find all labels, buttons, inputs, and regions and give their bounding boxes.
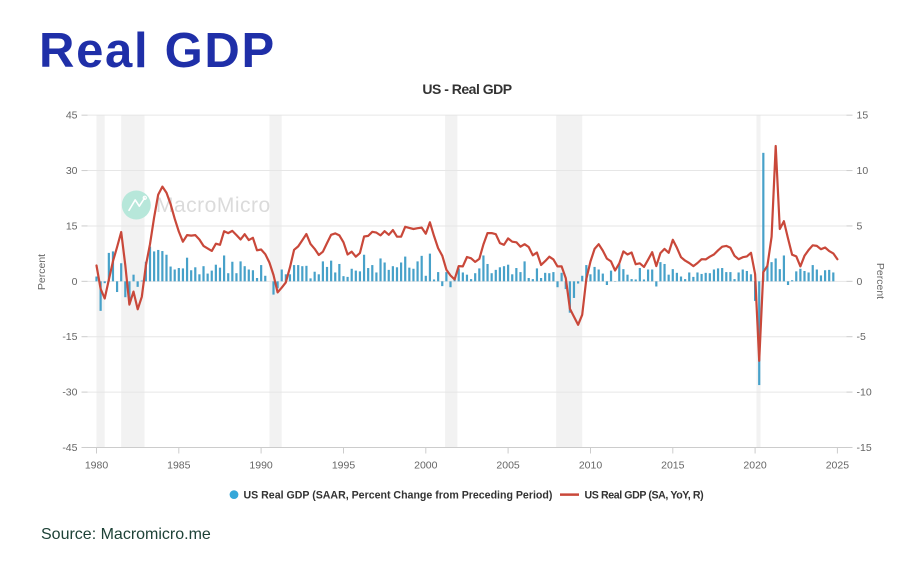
- svg-text:-45: -45: [62, 442, 77, 454]
- svg-text:US - Real GDP: US - Real GDP: [422, 81, 511, 97]
- svg-text:US Real GDP (SAAR, Percent Cha: US Real GDP (SAAR, Percent Change from P…: [244, 490, 553, 502]
- svg-text:2015: 2015: [661, 459, 685, 471]
- svg-text:0: 0: [72, 276, 78, 288]
- svg-text:-10: -10: [857, 387, 872, 399]
- svg-text:2025: 2025: [826, 459, 850, 471]
- svg-text:1990: 1990: [249, 459, 273, 471]
- svg-text:10: 10: [857, 165, 869, 177]
- svg-text:2005: 2005: [496, 459, 520, 471]
- svg-text:2020: 2020: [743, 459, 767, 471]
- svg-text:1985: 1985: [167, 459, 191, 471]
- svg-text:Percent: Percent: [874, 263, 886, 299]
- svg-text:30: 30: [66, 165, 78, 177]
- svg-text:1995: 1995: [332, 459, 356, 471]
- svg-text:15: 15: [66, 220, 78, 232]
- svg-text:MacroMicro: MacroMicro: [156, 194, 271, 217]
- svg-text:2010: 2010: [579, 459, 603, 471]
- svg-text:-15: -15: [857, 442, 872, 454]
- svg-text:15: 15: [857, 110, 869, 122]
- svg-text:45: 45: [66, 110, 78, 122]
- svg-text:1980: 1980: [85, 459, 109, 471]
- svg-text:US Real GDP (SA, YoY, R): US Real GDP (SA, YoY, R): [585, 490, 704, 502]
- svg-text:-30: -30: [62, 387, 77, 399]
- svg-text:2000: 2000: [414, 459, 438, 471]
- svg-text:-5: -5: [857, 331, 866, 343]
- svg-text:-15: -15: [62, 331, 77, 343]
- svg-text:5: 5: [857, 220, 863, 232]
- svg-text:Percent: Percent: [36, 254, 48, 290]
- svg-text:0: 0: [857, 276, 863, 288]
